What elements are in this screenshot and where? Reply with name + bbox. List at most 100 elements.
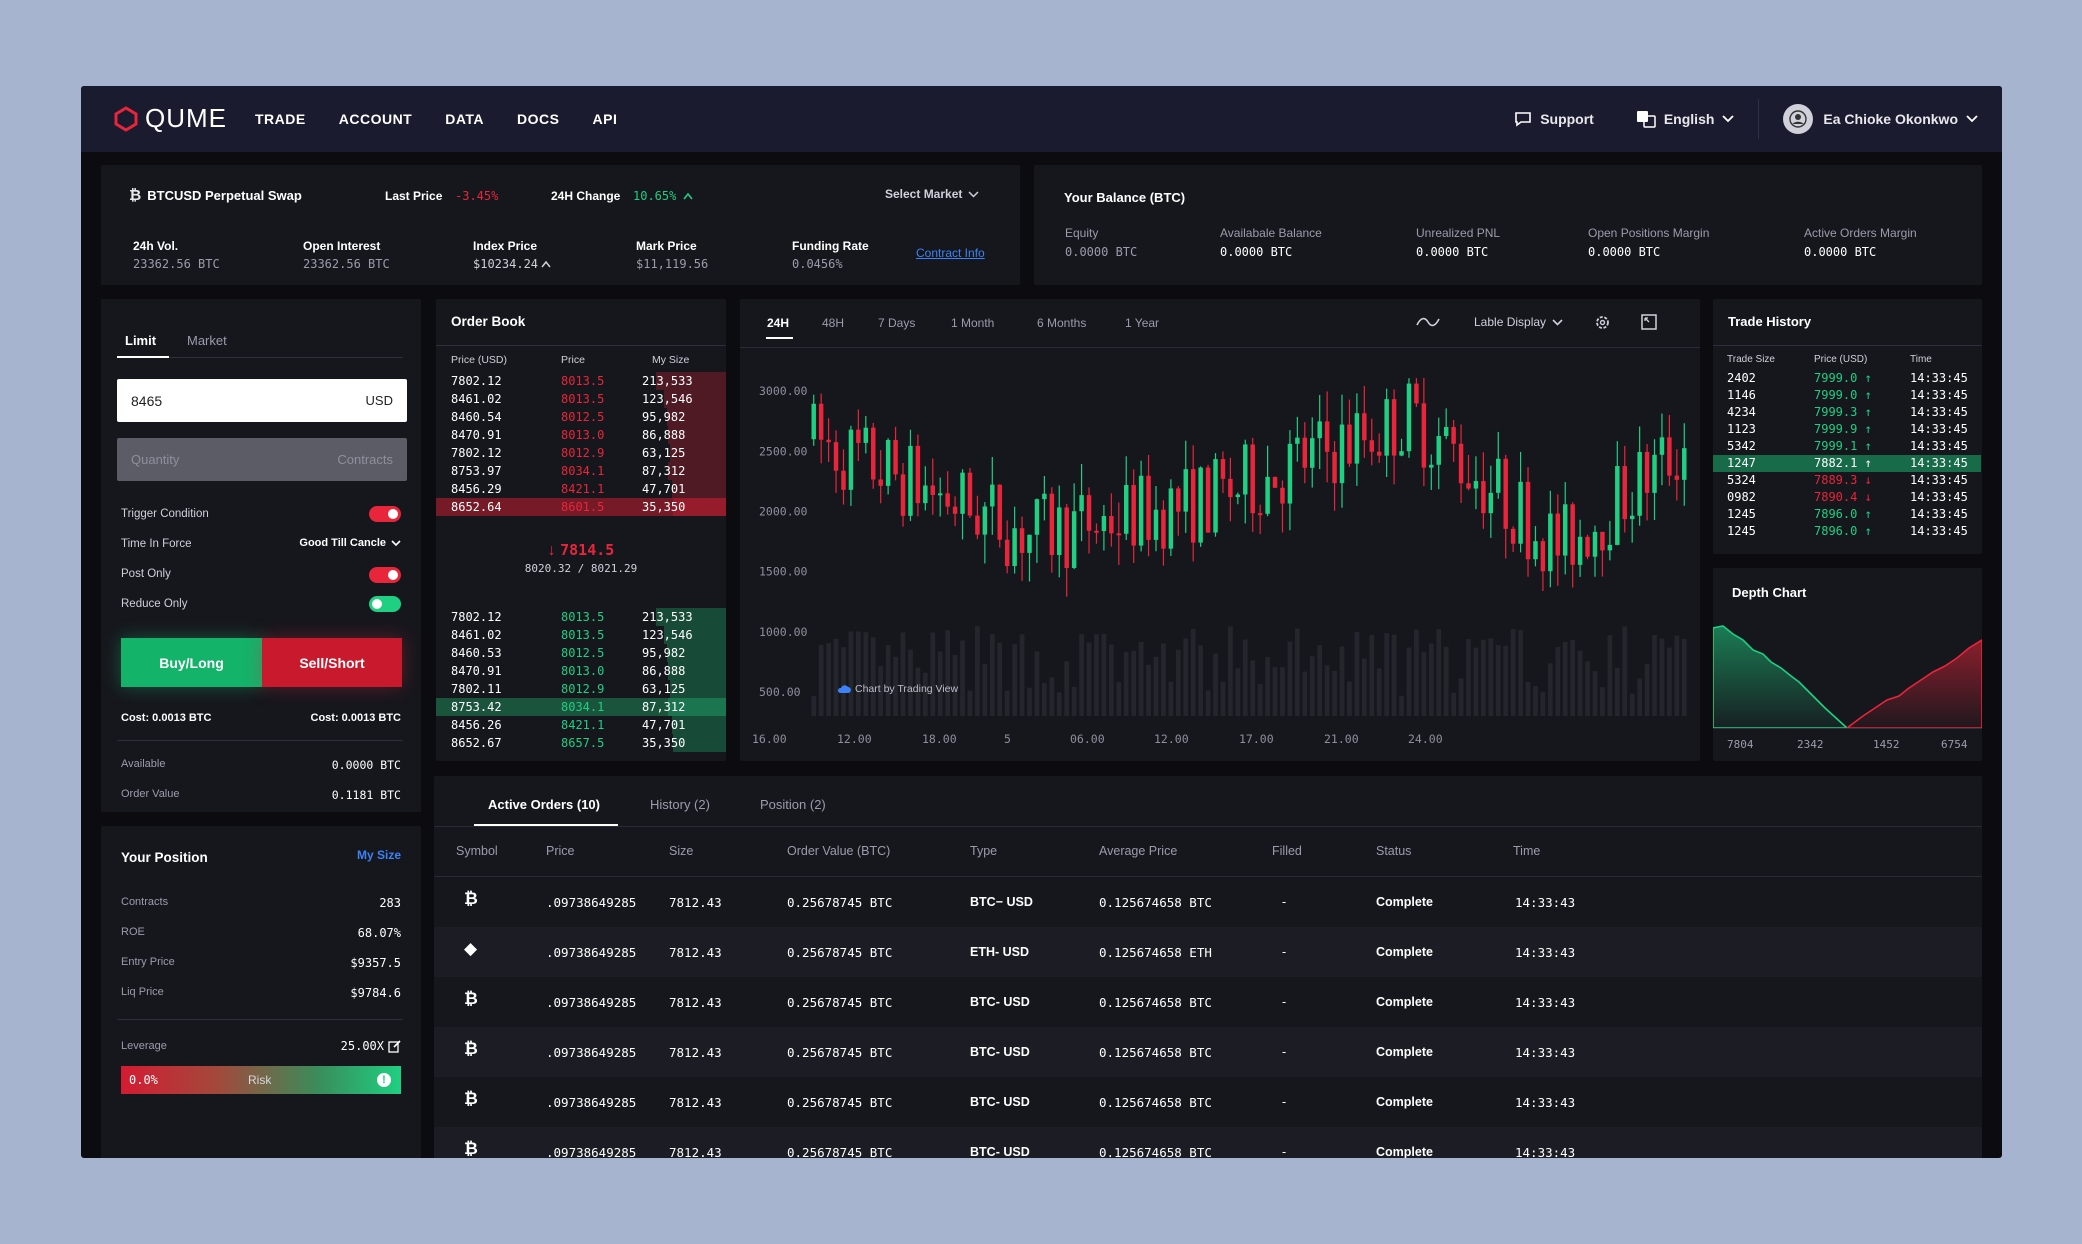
candle-body[interactable] bbox=[1622, 466, 1627, 520]
candle-body[interactable] bbox=[1384, 399, 1389, 456]
candle-body[interactable] bbox=[1399, 451, 1404, 456]
user-menu[interactable]: Ea Chioke Okonkwo bbox=[1783, 104, 1978, 134]
candle-body[interactable] bbox=[1592, 531, 1598, 557]
orders-header-order-value-btc[interactable]: Order Value (BTC) bbox=[787, 844, 891, 858]
candle-body[interactable] bbox=[1272, 476, 1278, 488]
bid-row[interactable]: 8456.26 8421.1 47,701 bbox=[436, 716, 726, 734]
candle-body[interactable] bbox=[1652, 454, 1657, 493]
trigger-condition-toggle[interactable] bbox=[369, 506, 401, 522]
time-in-force-select[interactable]: Good Till Cancle bbox=[299, 537, 401, 549]
candle-body[interactable] bbox=[1205, 467, 1211, 533]
candle-body[interactable] bbox=[1302, 437, 1308, 468]
depth-chart[interactable] bbox=[1713, 568, 1982, 761]
candle-body[interactable] bbox=[1473, 481, 1479, 489]
candle-body[interactable] bbox=[1243, 444, 1248, 495]
bid-row[interactable]: 7802.12 8013.5 213,533 bbox=[436, 608, 726, 626]
candle-body[interactable] bbox=[930, 485, 936, 495]
candle-body[interactable] bbox=[1466, 483, 1471, 489]
candle-body[interactable] bbox=[1540, 541, 1546, 572]
candle-body[interactable] bbox=[1674, 475, 1680, 480]
candle-body[interactable] bbox=[1228, 478, 1233, 498]
candle-body[interactable] bbox=[997, 484, 1002, 540]
candle-body[interactable] bbox=[1577, 536, 1583, 565]
candle-body[interactable] bbox=[1644, 451, 1650, 493]
candle-body[interactable] bbox=[1176, 488, 1181, 512]
gear-icon[interactable] bbox=[1594, 314, 1611, 331]
candle-body[interactable] bbox=[856, 429, 861, 443]
candle-body[interactable] bbox=[960, 472, 965, 514]
sell-short-button[interactable]: Sell/Short bbox=[262, 638, 402, 687]
candle-body[interactable] bbox=[1019, 528, 1025, 553]
candle-body[interactable] bbox=[1190, 469, 1196, 543]
orders-header-average-price[interactable]: Average Price bbox=[1099, 844, 1178, 858]
candle-body[interactable] bbox=[1235, 494, 1241, 498]
bid-row[interactable]: 7802.11 8012.9 63,125 bbox=[436, 680, 726, 698]
orders-header-time[interactable]: Time bbox=[1513, 844, 1541, 858]
candle-body[interactable] bbox=[1094, 530, 1099, 533]
candle-body[interactable] bbox=[1332, 451, 1337, 484]
candle-body[interactable] bbox=[1123, 485, 1129, 534]
candle-body[interactable] bbox=[1198, 467, 1203, 543]
candle-body[interactable] bbox=[1146, 475, 1151, 540]
nav-link-docs[interactable]: DOCS bbox=[517, 111, 560, 127]
candle-body[interactable] bbox=[1257, 513, 1263, 516]
candle-body[interactable] bbox=[1042, 493, 1047, 500]
candle-body[interactable] bbox=[945, 493, 950, 507]
orders-header-price[interactable]: Price bbox=[546, 844, 575, 858]
candle-body[interactable] bbox=[1153, 509, 1159, 540]
candle-body[interactable] bbox=[1443, 427, 1449, 437]
order-row[interactable]: ₿ .09738649285 7812.43 0.25678745 BTC BTC- U… bbox=[434, 977, 1982, 1027]
orders-header-size[interactable]: Size bbox=[669, 844, 694, 858]
ask-row[interactable]: 8753.97 8034.1 87,312 bbox=[436, 462, 726, 480]
candle-body[interactable] bbox=[923, 485, 928, 504]
language-select[interactable]: English bbox=[1636, 110, 1735, 128]
candle-body[interactable] bbox=[1488, 492, 1494, 514]
candle-body[interactable] bbox=[885, 440, 891, 486]
candle-body[interactable] bbox=[1496, 458, 1501, 493]
candle-body[interactable] bbox=[1027, 534, 1032, 553]
support-button[interactable]: Support bbox=[1514, 111, 1594, 127]
candle-body[interactable] bbox=[1607, 544, 1613, 551]
candle-body[interactable] bbox=[863, 427, 869, 443]
candle-body[interactable] bbox=[937, 493, 943, 496]
candle-body[interactable] bbox=[1518, 481, 1523, 544]
candle-body[interactable] bbox=[1034, 499, 1040, 535]
candle-body[interactable] bbox=[1213, 459, 1218, 533]
candle-body[interactable] bbox=[1600, 531, 1605, 551]
candle-body[interactable] bbox=[1057, 507, 1062, 556]
trade-row[interactable]: 0982 7890.4 ↓ 14:33:45 bbox=[1713, 489, 1981, 506]
candle-body[interactable] bbox=[1287, 443, 1293, 504]
candle-body[interactable] bbox=[1012, 528, 1017, 567]
line-chart-icon[interactable] bbox=[1416, 316, 1440, 328]
candle-body[interactable] bbox=[967, 472, 973, 516]
candle-body[interactable] bbox=[1481, 481, 1486, 514]
trade-row[interactable]: 1245 7896.0 ↑ 14:33:45 bbox=[1713, 506, 1981, 523]
candle-body[interactable] bbox=[1347, 424, 1352, 464]
candle-body[interactable] bbox=[1667, 437, 1672, 476]
bid-row[interactable]: 8753.42 8034.1 87,312 bbox=[436, 698, 726, 716]
candle-body[interactable] bbox=[1391, 399, 1397, 456]
tab-position[interactable]: Position (2) bbox=[760, 797, 826, 812]
candle-body[interactable] bbox=[1548, 513, 1553, 572]
candle-body[interactable] bbox=[1049, 493, 1055, 556]
candle-body[interactable] bbox=[1429, 464, 1434, 468]
trade-row[interactable]: 4234 7999.3 ↑ 14:33:45 bbox=[1713, 404, 1981, 421]
candle-body[interactable] bbox=[1071, 511, 1077, 568]
candle-body[interactable] bbox=[1220, 459, 1226, 479]
candle-body[interactable] bbox=[1585, 536, 1590, 557]
candlestick-chart[interactable]: 3000.00 2500.00 2000.00 1500.00 1000.00 500.0… bbox=[740, 299, 1700, 761]
trade-row[interactable]: 5324 7889.3 ↓ 14:33:45 bbox=[1713, 472, 1981, 489]
trade-row[interactable]: 1146 7999.0 ↑ 14:33:45 bbox=[1713, 387, 1981, 404]
candle-body[interactable] bbox=[975, 515, 980, 535]
ask-row[interactable]: 7802.12 8012.9 63,125 bbox=[436, 444, 726, 462]
orders-header-filled[interactable]: Filled bbox=[1272, 844, 1302, 858]
candle-body[interactable] bbox=[1362, 413, 1367, 441]
candle-body[interactable] bbox=[1280, 487, 1285, 504]
range-1-month[interactable]: 1 Month bbox=[951, 316, 995, 330]
candle-body[interactable] bbox=[893, 440, 898, 475]
ask-row[interactable]: 7802.12 8013.5 213,533 bbox=[436, 372, 726, 390]
candle-body[interactable] bbox=[1615, 466, 1620, 545]
candle-body[interactable] bbox=[1533, 541, 1538, 560]
nav-link-api[interactable]: API bbox=[592, 111, 618, 127]
my-size-link[interactable]: My Size bbox=[356, 848, 401, 862]
